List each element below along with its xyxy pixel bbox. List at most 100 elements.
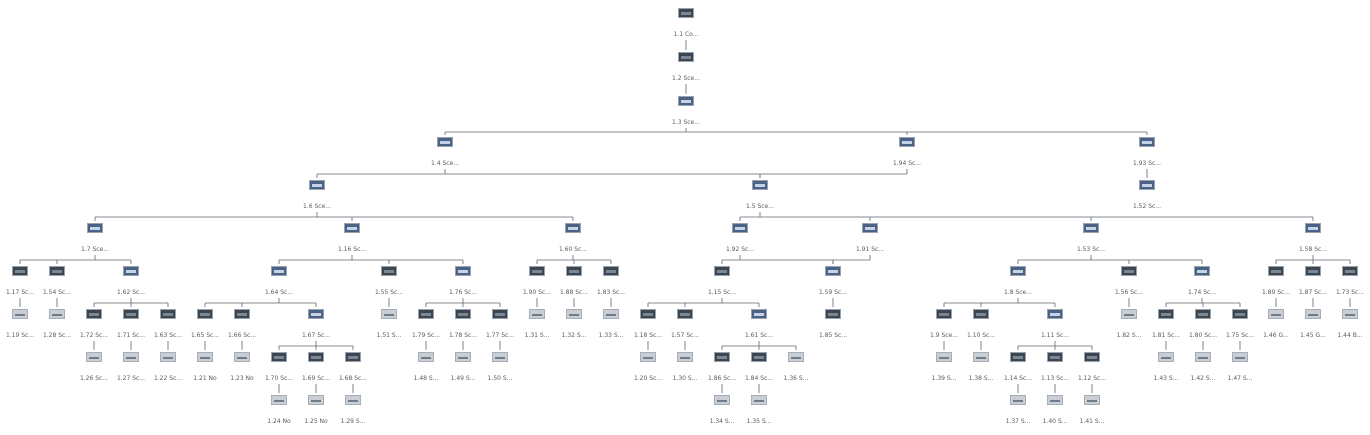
tree-node[interactable]: 1.40 S... <box>1025 395 1085 435</box>
tree-node[interactable]: 1.6 Sce... <box>287 180 347 220</box>
tree-node[interactable]: 1.86 Sc... <box>692 352 752 392</box>
tree-node[interactable]: 1.27 Sc... <box>101 352 161 392</box>
tree-node[interactable]: 1.55 Sc... <box>359 266 419 306</box>
tree-node[interactable]: 1.48 S... <box>396 352 456 392</box>
tree-node[interactable]: 1.15 Sc... <box>692 266 752 306</box>
tree-node[interactable]: 1.32 S... <box>544 309 604 349</box>
tree-node[interactable]: 1.73 Sc... <box>1320 266 1370 306</box>
tree-node[interactable]: 1.65 Sc... <box>175 309 235 349</box>
tree-node[interactable]: 1.76 Sc... <box>433 266 493 306</box>
tree-node[interactable]: 1.33 S... <box>581 309 641 349</box>
tree-node[interactable]: 1.34 S... <box>692 395 752 435</box>
tree-node[interactable]: 1.39 S... <box>914 352 974 392</box>
tree-node[interactable]: 1.50 S... <box>470 352 530 392</box>
tree-node[interactable]: 1.18 Sc... <box>618 309 678 349</box>
tree-node[interactable]: 1.49 S... <box>433 352 493 392</box>
tree-node[interactable]: 1.51 S... <box>359 309 419 349</box>
tree-node[interactable]: 1.67 Sc... <box>286 309 346 349</box>
tree-node[interactable]: 1.66 Sc... <box>212 309 272 349</box>
tree-node[interactable]: 1.64 Sc... <box>249 266 309 306</box>
tree-node[interactable]: 1.60 Sc... <box>543 223 603 263</box>
tree-node[interactable]: 1.94 Sc... <box>877 137 937 177</box>
tree-node[interactable]: 1.78 Sc... <box>433 309 493 349</box>
tree-node[interactable]: 1.25 No <box>286 395 346 435</box>
tree-node[interactable]: 1.38 S... <box>951 352 1011 392</box>
tree-node[interactable]: 1.37 S... <box>988 395 1048 435</box>
tree-node[interactable]: 1.4 Sce... <box>415 137 475 177</box>
tree-node[interactable]: 1.75 Sc... <box>1210 309 1270 349</box>
tree-node[interactable]: 1.54 Sc... <box>27 266 87 306</box>
tree-node[interactable]: 1.35 S... <box>729 395 789 435</box>
tree-node[interactable]: 1.46 G... <box>1246 309 1306 349</box>
tree-node[interactable]: 1.31 S... <box>507 309 567 349</box>
scene-thumbnail-icon <box>1305 266 1321 276</box>
tree-node[interactable]: 1.77 Sc... <box>470 309 530 349</box>
tree-node[interactable]: 1.20 Sc... <box>618 352 678 392</box>
tree-node[interactable]: 1.85 Sc... <box>803 309 863 349</box>
tree-node[interactable]: 1.2 Sce... <box>656 52 716 92</box>
tree-node[interactable]: 1.83 Sc... <box>581 266 641 306</box>
tree-node[interactable]: 1.12 Sc... <box>1062 352 1122 392</box>
tree-node[interactable]: 1.30 S... <box>655 352 715 392</box>
tree-node[interactable]: 1.62 Sc... <box>101 266 161 306</box>
tree-node[interactable]: 1.5 Sce... <box>730 180 790 220</box>
tree-node[interactable]: 1.10 Sc... <box>951 309 1011 349</box>
tree-node[interactable]: 1.26 Sc... <box>64 352 124 392</box>
tree-node[interactable]: 1.42 S... <box>1173 352 1233 392</box>
tree-node[interactable]: 1.71 Sc... <box>101 309 161 349</box>
tree-node[interactable]: 1.41 S... <box>1062 395 1122 435</box>
thumbnail-bar <box>1161 357 1171 359</box>
tree-node[interactable]: 1.70 Sc... <box>249 352 309 392</box>
thumbnail-bar <box>90 227 100 230</box>
tree-node[interactable]: 1.93 Sc... <box>1117 137 1177 177</box>
tree-node[interactable]: 1.7 Sce... <box>65 223 125 263</box>
tree-node[interactable]: 1.59 Sc... <box>803 266 863 306</box>
tree-node[interactable]: 1.43 S... <box>1136 352 1196 392</box>
tree-node[interactable]: 1.16 Sc... <box>322 223 382 263</box>
tree-node[interactable]: 1.82 S... <box>1099 309 1159 349</box>
node-label: 1.29 S... <box>340 418 366 425</box>
tree-node[interactable]: 1.58 Sc... <box>1283 223 1343 263</box>
tree-node[interactable]: 1.1 Co... <box>656 8 716 48</box>
tree-node[interactable]: 1.57 Sc... <box>655 309 715 349</box>
tree-node[interactable]: 1.45 G... <box>1283 309 1343 349</box>
tree-node[interactable]: 1.17 Sc... <box>0 266 50 306</box>
tree-node[interactable]: 1.81 Sc... <box>1136 309 1196 349</box>
tree-node[interactable]: 1.11 Sc... <box>1025 309 1085 349</box>
node-label: 1.26 Sc... <box>79 375 109 382</box>
tree-node[interactable]: 1.84 Sc... <box>729 352 789 392</box>
tree-node[interactable]: 1.21 No <box>175 352 235 392</box>
tree-node[interactable]: 1.90 Sc... <box>507 266 567 306</box>
tree-node[interactable]: 1.53 Sc... <box>1061 223 1121 263</box>
tree-node[interactable]: 1.87 Sc... <box>1283 266 1343 306</box>
tree-node[interactable]: 1.13 Sc... <box>1025 352 1085 392</box>
tree-node[interactable]: 1.28 Sc... <box>27 309 87 349</box>
thumbnail-bar <box>735 227 745 230</box>
tree-node[interactable]: 1.72 Sc... <box>64 309 124 349</box>
tree-node[interactable]: 1.36 S... <box>766 352 826 392</box>
tree-node[interactable]: 1.79 Sc... <box>396 309 456 349</box>
tree-node[interactable]: 1.74 Sc... <box>1172 266 1232 306</box>
tree-node[interactable]: 1.19 Sc... <box>0 309 50 349</box>
tree-node[interactable]: 1.29 S... <box>323 395 383 435</box>
tree-node[interactable]: 1.14 Sc... <box>988 352 1048 392</box>
tree-node[interactable]: 1.61 Sc... <box>729 309 789 349</box>
tree-node[interactable]: 1.52 Sc... <box>1117 180 1177 220</box>
tree-node[interactable]: 1.47 S... <box>1210 352 1270 392</box>
tree-node[interactable]: 1.3 Sce... <box>656 96 716 136</box>
tree-node[interactable]: 1.69 Sc... <box>286 352 346 392</box>
tree-node[interactable]: 1.63 Sc... <box>138 309 198 349</box>
tree-node[interactable]: 1.88 Sc... <box>544 266 604 306</box>
tree-node[interactable]: 1.80 Sc... <box>1173 309 1233 349</box>
tree-node[interactable]: 1.44 B... <box>1320 309 1370 349</box>
tree-node[interactable]: 1.92 Sc... <box>710 223 770 263</box>
tree-node[interactable]: 1.22 Sc... <box>138 352 198 392</box>
tree-node[interactable]: 1.9 Sce... <box>914 309 974 349</box>
tree-node[interactable]: 1.56 Sc... <box>1099 266 1159 306</box>
tree-node[interactable]: 1.8 Sce... <box>988 266 1048 306</box>
tree-node[interactable]: 1.68 Sc... <box>323 352 383 392</box>
tree-node[interactable]: 1.24 No <box>249 395 309 435</box>
tree-node[interactable]: 1.89 Sc... <box>1246 266 1306 306</box>
tree-node[interactable]: 1.23 No <box>212 352 272 392</box>
tree-node[interactable]: 1.91 Sc... <box>840 223 900 263</box>
